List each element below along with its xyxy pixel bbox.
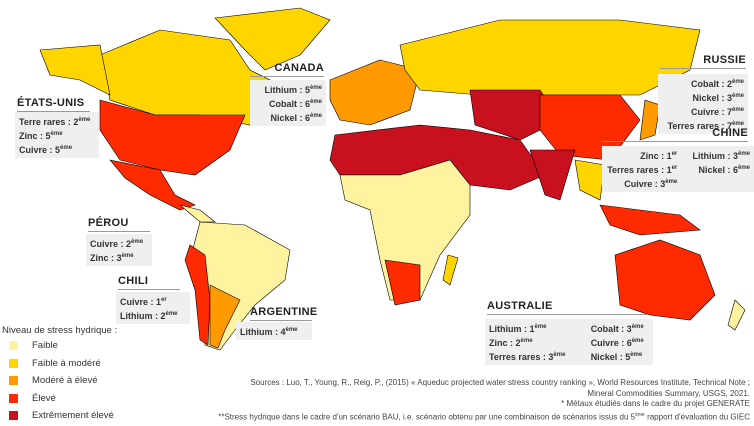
australia-metal-4: Cuivre : 6ème <box>590 338 644 348</box>
chile-metal-2: Lithium : 2ème <box>120 311 178 321</box>
legend-swatch <box>9 341 18 351</box>
russia-metals: Cobalt : 2ème Nickel : 3ème Cuivre : 7èm… <box>658 74 748 134</box>
australia-metal-5: Terres rares : 3ème <box>489 352 566 362</box>
legend: Niveau de stress hydrique : Faible Faibl… <box>2 325 117 425</box>
china-metal-5: Cuivre : 3ème <box>624 179 678 189</box>
usa-metal-3: Cuivre : 5ème <box>19 145 73 155</box>
peru-metal-2: Zinc : 3ème <box>90 253 134 263</box>
argentina-metal-1: Lithium : 4ème <box>240 327 298 337</box>
china-title: CHINE <box>602 127 748 142</box>
usa-title: ÉTATS-UNIS <box>17 97 90 112</box>
central-america <box>179 204 216 223</box>
madagascar <box>442 254 459 286</box>
legend-title: Niveau de stress hydrique : <box>2 325 118 336</box>
legend-swatch <box>9 376 18 386</box>
chile-metals: Cuivre : 1er Lithium : 2ème <box>116 292 190 324</box>
peru-metals: Cuivre : 2ème Zinc : 3ème <box>86 234 152 266</box>
peru-metal-1: Cuivre : 2ème <box>90 239 144 249</box>
china-metal-2: Lithium : 3ème <box>692 151 750 161</box>
southern-africa <box>384 259 421 306</box>
china-metals-grid: Zinc : 1er Lithium : 3ème Terres rares :… <box>606 148 750 190</box>
legend-item-faible-modere: Faible à modéré <box>2 355 117 373</box>
legend-item-modere-eleve: Modéré à élevé <box>2 372 117 390</box>
legend-label: Modéré à élevé <box>32 375 98 387</box>
australia-metal-3: Zinc : 2ème <box>489 338 533 348</box>
china-metal-4: Nickel : 6ème <box>698 165 750 175</box>
canada-metal-2: Cobalt : 6ème <box>268 99 322 109</box>
russia-metal-3: Cuivre : 7ème <box>690 107 744 117</box>
canada-title: CANADA <box>250 62 324 77</box>
japan <box>639 99 661 141</box>
india <box>529 149 576 201</box>
australia-metals-grid: Lithium : 1ème Cobalt : 3ème Zinc : 2ème… <box>489 321 649 363</box>
australia-metal-1: Lithium : 1ème <box>489 324 547 334</box>
australia <box>614 239 716 321</box>
usa-metal-1: Terre rares : 2ème <box>19 117 91 127</box>
peru-title: PÉROU <box>88 217 150 232</box>
usa-metals: Terre rares : 2ème Zinc : 5ème Cuivre : … <box>15 112 99 158</box>
china-metal-1: Zinc : 1er <box>640 151 678 161</box>
europe <box>329 59 421 126</box>
legend-label: Faible <box>32 340 58 352</box>
australia-metal-2: Cobalt : 3ème <box>590 324 644 334</box>
argentina-title: ARGENTINE <box>250 306 317 321</box>
north-africa-middle-east <box>329 124 546 191</box>
southeast-asia <box>574 159 606 201</box>
legend-label: Élevé <box>32 392 56 404</box>
australia-metal-6: Nickel : 5ème <box>590 352 643 362</box>
australia-metals: Lithium : 1ème Cobalt : 3ème Zinc : 2ème… <box>485 319 653 365</box>
sources-line-1: Sources : Luo, T., Young, R., Reig, P., … <box>250 378 750 387</box>
usa <box>99 99 246 176</box>
canada-metals: Lithium : 5ème Cobalt : 6ème Nickel : 6è… <box>250 80 326 126</box>
canada-metal-1: Lithium : 5ème <box>264 85 322 95</box>
russia-title: RUSSIE <box>660 54 746 69</box>
new-zealand <box>727 299 746 331</box>
greenland <box>214 7 331 71</box>
russia <box>399 19 701 96</box>
indonesia <box>599 204 701 236</box>
legend-item-eleve: Élevé <box>2 390 117 408</box>
chile-title: CHILI <box>118 275 180 290</box>
legend-item-extreme: Extrêmement élevé <box>2 407 117 425</box>
china-metals: Zinc : 1er Lithium : 3ème Terres rares :… <box>602 146 754 192</box>
alaska <box>39 44 111 96</box>
russia-metal-4: Terres rares : 7ème <box>667 121 744 131</box>
china-metal-3: Terres rares : 1er <box>607 165 678 175</box>
usa-metal-2: Zinc : 5ème <box>19 131 63 141</box>
argentina <box>209 284 241 349</box>
sub-saharan-africa <box>339 159 471 301</box>
sources-note: Sources : Luo, T., Young, R., Reig, P., … <box>218 378 750 423</box>
legend-swatch <box>9 358 18 368</box>
russia-metal-1: Cobalt : 2ème <box>690 79 744 89</box>
legend-label: Extrêmement élevé <box>32 410 114 422</box>
sources-line-3: * Métaux étudiés dans le cadre du projet… <box>561 399 750 408</box>
argentina-metals: Lithium : 4ème <box>236 322 312 340</box>
legend-label: Faible à modéré <box>32 357 101 369</box>
chile-metal-1: Cuivre : 1er <box>120 297 167 307</box>
sources-line-2: Mineral Commodities Summary, USGS, 2021. <box>587 388 750 398</box>
legend-swatch <box>9 411 18 421</box>
sources-line-4: **Stress hydrique dans le cadre d'un scé… <box>218 411 750 422</box>
canada-metal-3: Nickel : 6ème <box>270 113 322 123</box>
australia-title: AUSTRALIE <box>487 300 647 315</box>
legend-swatch <box>9 393 18 403</box>
peru-chile <box>184 244 211 346</box>
legend-item-faible: Faible <box>2 337 117 355</box>
russia-metal-2: Nickel : 3ème <box>692 93 744 103</box>
